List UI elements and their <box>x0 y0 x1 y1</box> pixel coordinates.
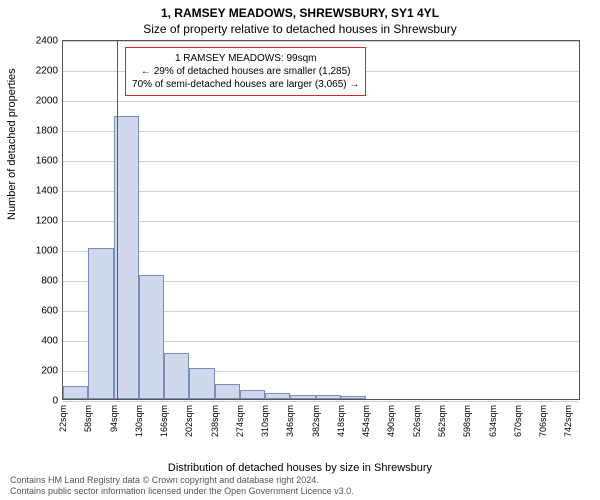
histogram-bar <box>88 248 113 400</box>
y-tick-label: 1800 <box>36 126 63 137</box>
y-tick-label: 600 <box>41 306 63 317</box>
gridline <box>63 131 579 132</box>
x-tick-label: 562sqm <box>437 405 447 437</box>
x-tick-label: 382sqm <box>311 405 321 437</box>
x-tick-label: 454sqm <box>361 405 371 437</box>
y-tick-label: 1000 <box>36 246 63 257</box>
histogram-bar <box>290 395 315 400</box>
attribution-line1: Contains HM Land Registry data © Crown c… <box>10 475 590 486</box>
gridline <box>63 101 579 102</box>
y-tick-label: 1200 <box>36 216 63 227</box>
x-tick-label: 202sqm <box>184 405 194 437</box>
x-tick-label: 598sqm <box>462 405 472 437</box>
chart-container: 1, RAMSEY MEADOWS, SHREWSBURY, SY1 4YL S… <box>0 0 600 500</box>
x-tick-label: 418sqm <box>336 405 346 437</box>
y-tick-label: 200 <box>41 366 63 377</box>
x-tick-label: 166sqm <box>159 405 169 437</box>
histogram-bar <box>189 368 214 400</box>
chart-title-line2: Size of property relative to detached ho… <box>0 20 600 36</box>
y-tick-label: 400 <box>41 336 63 347</box>
marker-line <box>117 41 118 399</box>
y-tick-label: 2000 <box>36 96 63 107</box>
gridline <box>63 401 579 402</box>
x-tick-label: 742sqm <box>563 405 573 437</box>
gridline <box>63 161 579 162</box>
annotation-line3: 70% of semi-detached houses are larger (… <box>132 78 359 91</box>
y-axis-label: Number of detached properties <box>6 68 18 220</box>
attribution: Contains HM Land Registry data © Crown c… <box>10 475 590 497</box>
x-tick-label: 94sqm <box>109 405 119 432</box>
x-tick-label: 310sqm <box>260 405 270 437</box>
x-tick-label: 346sqm <box>285 405 295 437</box>
histogram-bar <box>265 393 290 399</box>
gridline <box>63 41 579 42</box>
x-axis-label: Distribution of detached houses by size … <box>0 462 600 474</box>
annotation-line2: ← 29% of detached houses are smaller (1,… <box>132 65 359 78</box>
x-tick-label: 706sqm <box>538 405 548 437</box>
histogram-bar <box>63 386 88 400</box>
x-tick-label: 526sqm <box>412 405 422 437</box>
histogram-bar <box>341 396 366 399</box>
chart-title-line1: 1, RAMSEY MEADOWS, SHREWSBURY, SY1 4YL <box>0 0 600 20</box>
histogram-bar <box>240 390 265 399</box>
x-tick-label: 274sqm <box>235 405 245 437</box>
histogram-bar <box>316 395 341 399</box>
y-tick-label: 2200 <box>36 66 63 77</box>
x-tick-label: 238sqm <box>210 405 220 437</box>
y-tick-label: 800 <box>41 276 63 287</box>
gridline <box>63 191 579 192</box>
y-tick-label: 2400 <box>36 36 63 47</box>
x-tick-label: 634sqm <box>488 405 498 437</box>
annotation-box: 1 RAMSEY MEADOWS: 99sqm ← 29% of detache… <box>125 47 366 96</box>
x-tick-label: 130sqm <box>134 405 144 437</box>
gridline <box>63 221 579 222</box>
x-tick-label: 22sqm <box>58 405 68 432</box>
histogram-bar <box>164 353 189 400</box>
histogram-bar <box>139 275 164 400</box>
histogram-bar <box>215 384 240 399</box>
plot-area: 0200400600800100012001400160018002000220… <box>62 40 580 400</box>
x-tick-label: 58sqm <box>83 405 93 432</box>
y-tick-label: 1400 <box>36 186 63 197</box>
gridline <box>63 251 579 252</box>
x-tick-label: 670sqm <box>513 405 523 437</box>
annotation-line1: 1 RAMSEY MEADOWS: 99sqm <box>132 52 359 65</box>
attribution-line2: Contains public sector information licen… <box>10 486 590 497</box>
y-tick-label: 1600 <box>36 156 63 167</box>
x-tick-label: 490sqm <box>386 405 396 437</box>
